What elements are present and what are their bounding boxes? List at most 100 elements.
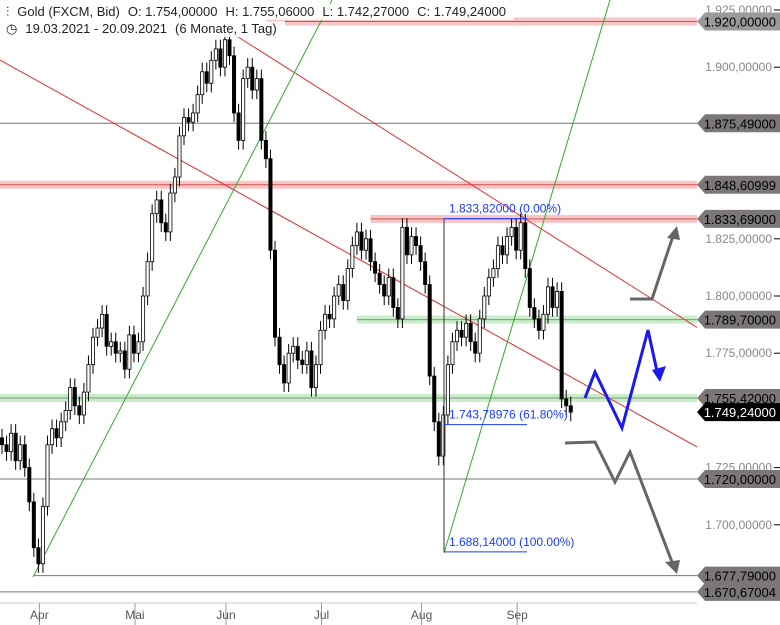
level-label: 1.875,49000 bbox=[704, 116, 776, 131]
candle-body bbox=[172, 176, 177, 194]
candle-body bbox=[141, 295, 146, 343]
candle-body bbox=[395, 307, 400, 320]
candle-body bbox=[318, 329, 323, 366]
level-tag bbox=[697, 582, 780, 601]
candle-body bbox=[186, 117, 191, 123]
level-label: 1.677,79000 bbox=[704, 569, 776, 584]
level-label: 1.670,67004 bbox=[704, 585, 776, 600]
candle-body bbox=[414, 236, 419, 247]
candle-body bbox=[118, 350, 123, 354]
candle-body bbox=[432, 375, 437, 423]
candle-body bbox=[332, 295, 337, 320]
close-value: C: 1.749,24000 bbox=[417, 4, 507, 19]
candle-body bbox=[127, 334, 132, 370]
candle-body bbox=[445, 364, 450, 416]
level-tag bbox=[697, 566, 780, 585]
level-label: 1.720,00000 bbox=[704, 472, 776, 487]
chart-header: ⫶ Gold (FXCM, Bid) O: 1.754,00000 H: 1.755,… bbox=[6, 4, 515, 20]
candle-body bbox=[54, 428, 59, 439]
candle-body bbox=[354, 231, 359, 247]
candle-body bbox=[59, 421, 64, 439]
candle-body bbox=[523, 222, 528, 269]
trend-line-green bbox=[32, 0, 333, 578]
candle-body bbox=[400, 226, 405, 320]
candle-body bbox=[423, 261, 428, 285]
candle-body bbox=[204, 71, 209, 84]
fib-label: 1.688,14000 (100.00%) bbox=[449, 535, 574, 549]
level-tag bbox=[697, 388, 780, 407]
current-price-tag bbox=[697, 403, 780, 422]
candle-body bbox=[509, 226, 514, 237]
y-tick-label: 1.775,00000 bbox=[705, 346, 772, 360]
candle-body bbox=[300, 359, 305, 366]
instrument-title: Gold (FXCM, Bid) bbox=[17, 4, 120, 19]
candle-body bbox=[550, 286, 555, 308]
x-tick-label: Jun bbox=[216, 608, 235, 622]
candle-body bbox=[272, 249, 277, 338]
candle-body bbox=[391, 277, 396, 308]
candle-body bbox=[86, 364, 91, 393]
candle-body bbox=[459, 329, 464, 338]
candle-body bbox=[454, 329, 459, 343]
candle-body bbox=[559, 291, 564, 400]
candle-body bbox=[409, 236, 414, 256]
open-value: O: 1.754,00000 bbox=[127, 4, 218, 19]
candle-body bbox=[254, 78, 259, 91]
candle-body bbox=[500, 245, 505, 256]
x-tick-label: Aug bbox=[411, 608, 432, 622]
candle-body bbox=[113, 341, 118, 354]
level-label: 1.848,60999 bbox=[704, 178, 776, 193]
candle-body bbox=[323, 313, 328, 331]
candle-body bbox=[541, 313, 546, 331]
candle-body bbox=[91, 336, 96, 366]
candle-body bbox=[309, 350, 314, 388]
candle-body bbox=[295, 345, 300, 361]
x-tick-label: Apr bbox=[30, 608, 49, 622]
candle-body bbox=[386, 277, 391, 297]
scenario-path-blue bbox=[583, 329, 660, 433]
trend-line-red bbox=[234, 34, 780, 381]
candles-icon: ⫶ bbox=[6, 4, 10, 19]
candle-body bbox=[359, 231, 364, 251]
candle-body bbox=[450, 341, 455, 366]
candle-body bbox=[464, 323, 469, 338]
candle-body bbox=[77, 405, 82, 416]
candle-body bbox=[527, 268, 532, 308]
arrowhead-icon bbox=[667, 226, 680, 240]
candle-body bbox=[514, 226, 519, 251]
candle-body bbox=[122, 350, 127, 370]
candle-body bbox=[18, 444, 23, 462]
candle-body bbox=[404, 226, 409, 256]
candle-body bbox=[363, 238, 368, 251]
candle-body bbox=[218, 48, 223, 68]
candle-body bbox=[68, 387, 73, 411]
candle-body bbox=[136, 341, 141, 354]
candle-body bbox=[468, 323, 473, 343]
candle-body bbox=[263, 140, 268, 160]
candle-body bbox=[277, 336, 282, 366]
candle-body bbox=[163, 222, 168, 233]
candle-body bbox=[382, 284, 387, 297]
arrowhead-icon bbox=[652, 366, 666, 382]
candle-body bbox=[100, 313, 105, 329]
candle-body bbox=[104, 313, 109, 347]
candle-body bbox=[195, 94, 200, 114]
candle-body bbox=[377, 272, 382, 285]
candle-body bbox=[336, 284, 341, 297]
candle-body bbox=[145, 261, 150, 297]
y-tick-label: 1.800,00000 bbox=[705, 289, 772, 303]
low-value: L: 1.742,27000 bbox=[322, 4, 410, 19]
candle-body bbox=[268, 158, 273, 251]
level-tag bbox=[697, 114, 780, 133]
candle-body bbox=[227, 39, 232, 57]
candle-body bbox=[222, 39, 227, 68]
candle-body bbox=[482, 295, 487, 320]
range-text: 19.03.2021 - 20.09.2021 bbox=[25, 21, 168, 36]
candle-body bbox=[177, 135, 182, 178]
scenario-path-down bbox=[564, 440, 674, 563]
trend-line-green bbox=[443, 0, 611, 554]
level-tag bbox=[697, 470, 780, 489]
level-tag bbox=[697, 209, 780, 228]
candle-body bbox=[45, 444, 50, 507]
